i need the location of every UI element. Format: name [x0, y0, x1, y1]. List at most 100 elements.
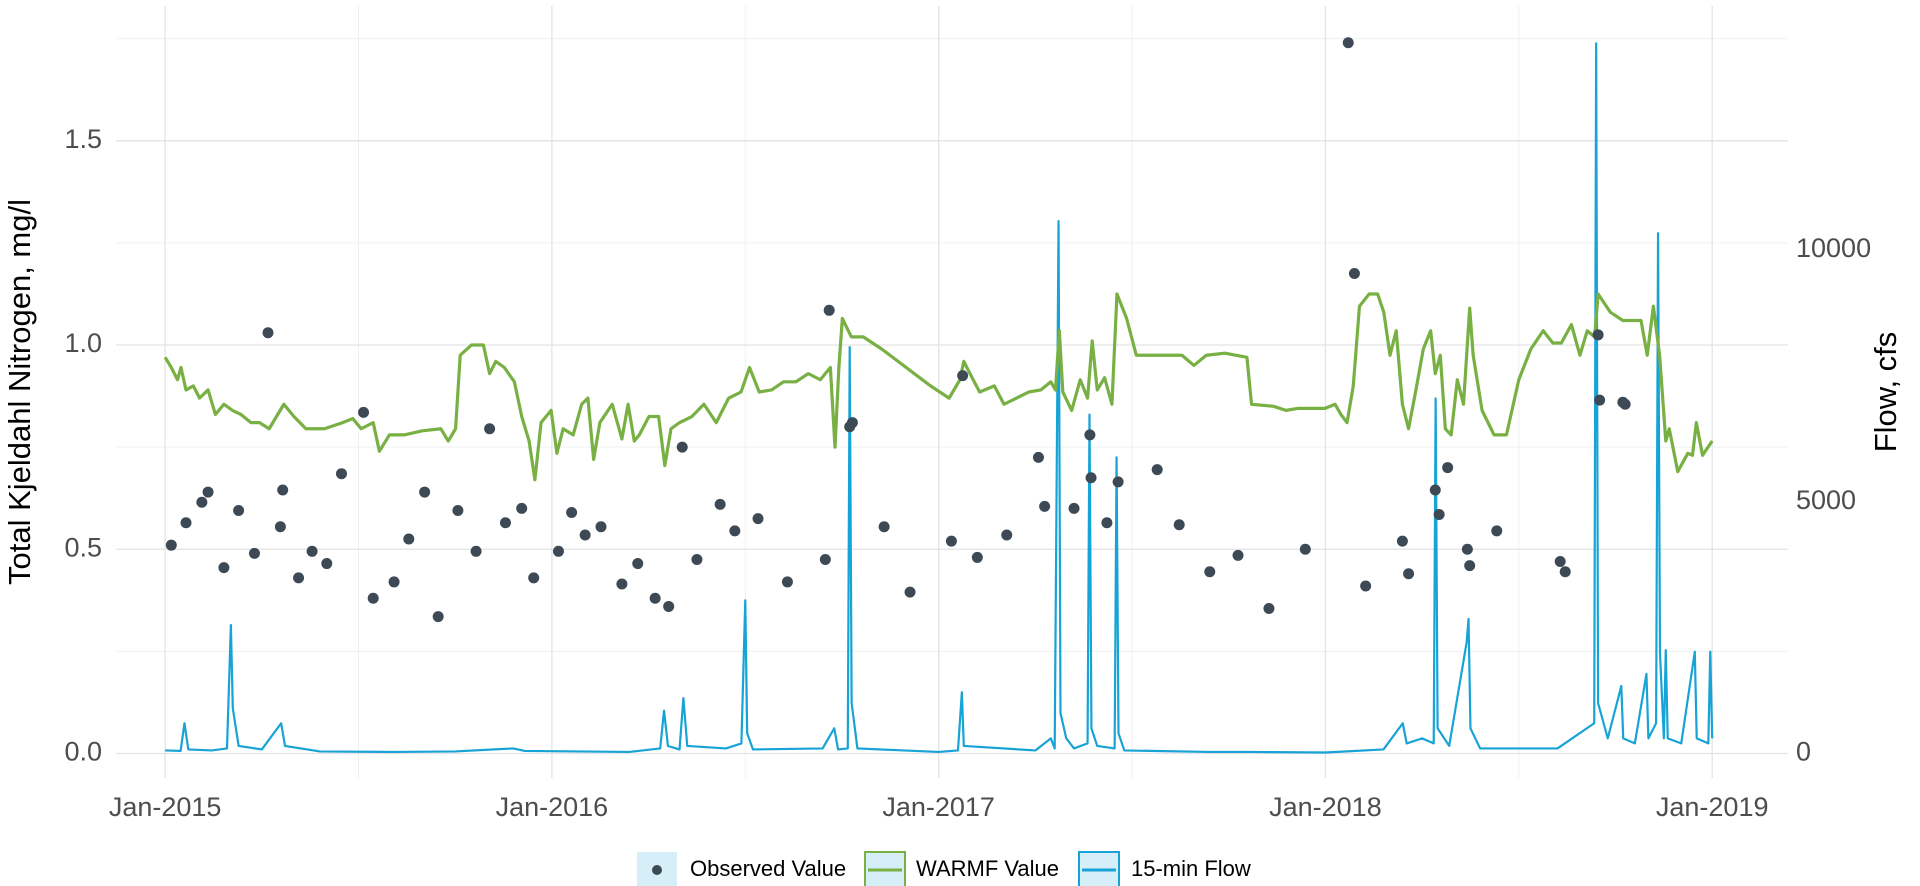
observed-point [516, 502, 528, 514]
observed-point [180, 517, 192, 529]
observed-point [403, 533, 415, 545]
observed-point [1204, 566, 1216, 578]
x-tick-label: Jan-2019 [1656, 792, 1769, 822]
observed-point [165, 539, 177, 551]
observed-point [729, 525, 741, 537]
observed-point [1263, 602, 1275, 614]
series-line [163, 292, 1714, 482]
observed-point [1032, 451, 1044, 463]
legend-item: 15-min Flow [1078, 851, 1251, 886]
observed-point [321, 558, 333, 570]
observed-point [579, 529, 591, 541]
y-tick-label: 1.5 [64, 124, 102, 154]
observed-point [878, 521, 890, 533]
observed-point [277, 484, 289, 496]
y2-tick-label: 0 [1796, 737, 1811, 767]
observed-point [819, 553, 831, 565]
observed-point [1342, 37, 1354, 49]
y2-axis-title: Flow, cfs [1868, 332, 1903, 453]
observed-point [248, 547, 260, 559]
observed-point [1001, 529, 1013, 541]
observed-point [306, 545, 318, 557]
observed-point [218, 562, 230, 574]
observed-point [274, 521, 286, 533]
observed-point [1151, 464, 1163, 476]
y-tick-label: 0.5 [64, 532, 102, 562]
observed-point [752, 513, 764, 525]
observed-point [676, 441, 688, 453]
observed-point [1461, 543, 1473, 555]
observed-point [1085, 472, 1097, 484]
observed-point [1403, 568, 1415, 580]
observed-point [499, 517, 511, 529]
observed-point [552, 545, 564, 557]
y2-tick-label: 10000 [1796, 233, 1871, 263]
observed-point [649, 592, 661, 604]
observed-point [1559, 566, 1571, 578]
observed-point [1491, 525, 1503, 537]
plot-area [163, 37, 1714, 754]
series-line [165, 42, 1714, 754]
observed-point [1429, 484, 1441, 496]
observed-point [432, 611, 444, 623]
legend-item: Observed Value [637, 852, 846, 886]
observed-point [632, 558, 644, 570]
observed-point [1101, 517, 1113, 529]
observed-point [1433, 509, 1445, 521]
observed-point [528, 572, 540, 584]
observed-point [335, 468, 347, 480]
observed-point [484, 423, 496, 435]
legend-label: Observed Value [690, 856, 846, 881]
observed-point [1039, 500, 1051, 512]
observed-point [1464, 560, 1476, 572]
observed-point [823, 304, 835, 316]
y-axis-title: Total Kjeldahl Nitrogen, mg/l [2, 199, 37, 585]
observed-point [846, 417, 858, 429]
observed-point [1232, 549, 1244, 561]
y-tick-label: 0.0 [64, 737, 102, 767]
observed-point [595, 521, 607, 533]
observed-point [1360, 580, 1372, 592]
observed-point [262, 327, 274, 339]
observed-point [388, 576, 400, 588]
x-tick-label: Jan-2015 [109, 792, 222, 822]
observed-point [1173, 519, 1185, 531]
observed-point [691, 553, 703, 565]
observed-point [1594, 394, 1606, 406]
legend-label: 15-min Flow [1131, 856, 1251, 881]
observed-point [452, 504, 464, 516]
observed-point [1348, 268, 1360, 280]
y-tick-label: 1.0 [64, 328, 102, 358]
legend-label: WARMF Value [916, 856, 1059, 881]
observed-point [293, 572, 305, 584]
observed-point [233, 504, 245, 516]
observed-point [419, 486, 431, 498]
observed-point [714, 498, 726, 510]
x-tick-label: Jan-2018 [1269, 792, 1382, 822]
observed-point [781, 576, 793, 588]
observed-point [202, 486, 214, 498]
observed-point [1112, 476, 1124, 488]
observed-point [971, 551, 983, 563]
x-tick-label: Jan-2017 [882, 792, 995, 822]
observed-point [566, 506, 578, 518]
observed-point [196, 496, 208, 508]
observed-point [1442, 462, 1454, 474]
observed-point [1299, 543, 1311, 555]
legend-symbol [652, 865, 662, 875]
observed-point [470, 545, 482, 557]
observed-point [358, 406, 370, 418]
observed-point [1619, 398, 1631, 410]
observed-point [1592, 329, 1604, 341]
observed-point [945, 535, 957, 547]
y2-tick-label: 5000 [1796, 485, 1856, 515]
legend-item: WARMF Value [864, 851, 1059, 886]
observed-point [957, 370, 969, 382]
observed-point [1084, 429, 1096, 441]
observed-point [663, 600, 675, 612]
observed-point [1396, 535, 1408, 547]
observed-point [616, 578, 628, 590]
observed-point [367, 592, 379, 604]
observed-point [1554, 556, 1566, 568]
